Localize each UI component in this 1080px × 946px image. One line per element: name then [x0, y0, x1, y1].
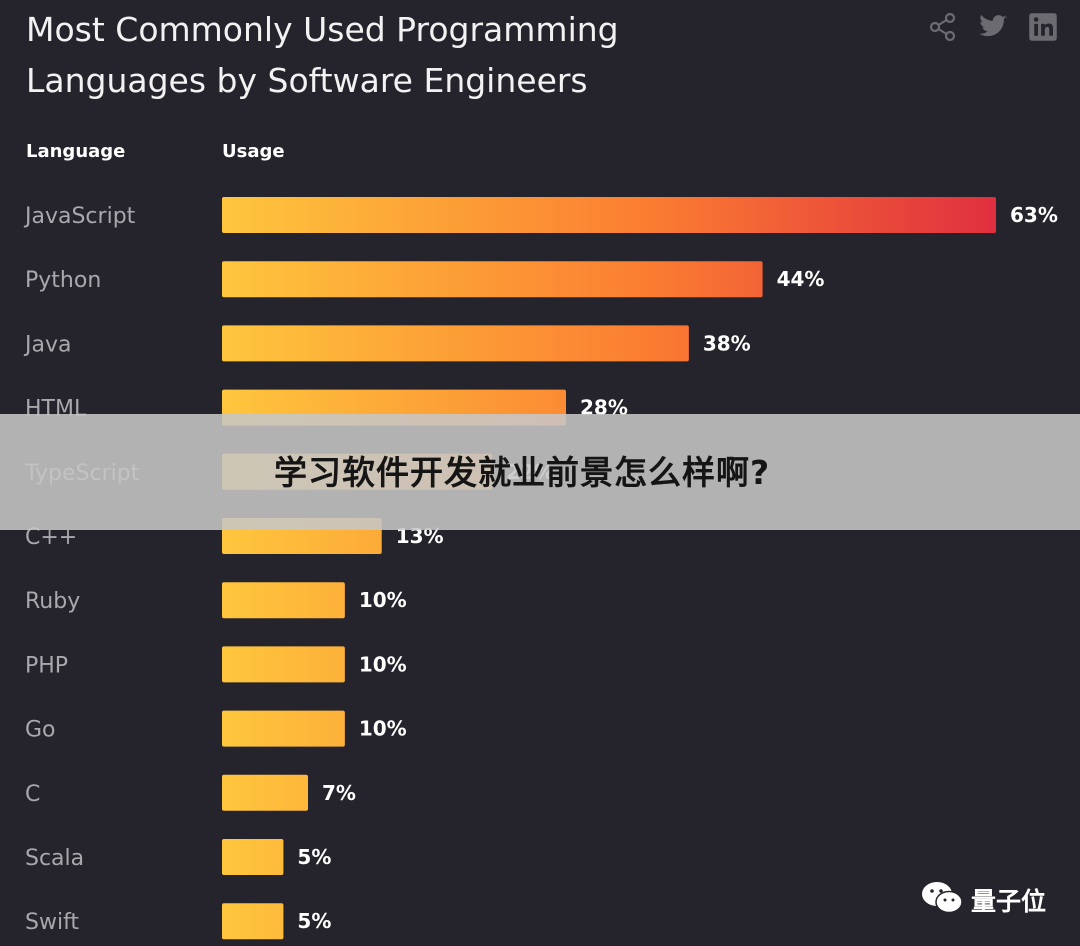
value-label: 7% — [322, 781, 356, 805]
category-label: Swift — [25, 910, 79, 935]
chart-title: Most Commonly Used Programming Languages… — [26, 10, 619, 100]
value-label: 10% — [359, 652, 407, 676]
value-label: 44% — [777, 267, 825, 291]
share-bar — [928, 12, 1058, 42]
bar — [222, 325, 689, 362]
bar — [222, 774, 308, 811]
value-label: 10% — [359, 588, 407, 612]
category-label: Scala — [25, 846, 84, 871]
category-label: Python — [25, 268, 101, 293]
category-label: Go — [25, 718, 56, 743]
bar — [222, 261, 763, 298]
watermark-text: 量子位 — [970, 887, 1046, 916]
category-label: C — [25, 782, 40, 807]
value-label: 38% — [703, 331, 751, 355]
watermark: 量子位 — [921, 880, 1046, 920]
bar — [222, 903, 284, 940]
language-column-header: Language — [26, 141, 126, 162]
bar — [222, 582, 345, 619]
category-label: PHP — [25, 653, 68, 678]
category-label: JavaScript — [23, 204, 136, 229]
bar — [222, 197, 996, 233]
value-label: 63% — [1010, 203, 1058, 227]
category-label: Ruby — [25, 589, 80, 614]
linkedin-icon[interactable] — [1028, 12, 1058, 42]
bar — [222, 710, 345, 747]
category-label: Java — [23, 332, 71, 357]
bar — [222, 839, 284, 875]
share-icon[interactable] — [928, 12, 958, 42]
value-label: 10% — [359, 717, 407, 741]
value-label: 5% — [297, 845, 331, 869]
caption-text: 学习软件开发就业前景怎么样啊? — [274, 453, 771, 492]
bar — [222, 646, 345, 683]
twitter-icon[interactable] — [978, 12, 1008, 42]
value-label: 5% — [297, 909, 331, 933]
wechat-icon — [921, 880, 963, 920]
caption-overlay — [0, 414, 1080, 530]
usage-column-header: Usage — [222, 141, 285, 162]
